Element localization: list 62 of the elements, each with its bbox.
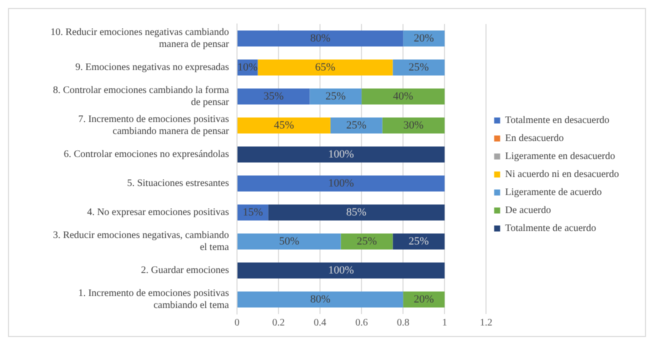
data-label: 30% (403, 119, 424, 132)
data-label: 65% (315, 61, 336, 74)
data-label: 25% (408, 235, 429, 248)
bar (238, 292, 404, 308)
y-tick-label: 8. Controlar emociones cambiando la forma de pensar (52, 85, 230, 108)
x-tick-label: 0 (234, 318, 240, 329)
x-tick-label: 0.2 (272, 318, 285, 329)
y-tick-label: 6. Controlar emociones no expresándolas (64, 149, 230, 160)
data-label: 20% (414, 293, 434, 306)
y-tick-label: 2. Guardar emociones (140, 265, 230, 276)
data-label: 35% (264, 90, 284, 102)
legend-label: Totalmente en desacuerdo (505, 115, 610, 126)
x-tick-label: 0.4 (314, 318, 326, 329)
bar (238, 234, 341, 250)
data-label: 50% (279, 235, 300, 248)
y-tick-label: 9. Emociones negativas no expresadas (75, 62, 230, 74)
legend-label: Ligeramente en desacuerdo (505, 151, 616, 162)
bar (238, 118, 330, 134)
bar (238, 176, 445, 192)
data-label: 100% (328, 264, 354, 276)
y-tick-label: 3. Reducir emociones negativas, cambiando el tema (52, 230, 230, 254)
data-label: 80% (310, 32, 330, 44)
data-label: 25% (356, 235, 377, 248)
bar (362, 88, 445, 104)
data-label: 25% (408, 61, 429, 74)
legend-label: En desacuerdo (505, 133, 564, 144)
data-label: 10% (238, 61, 258, 74)
y-tick-label: 1. Incremento de emociones positivas cambiando el tema (78, 288, 230, 312)
data-label: 100% (328, 148, 354, 160)
x-tick-label: 0.6 (355, 318, 368, 329)
data-label: 100% (328, 177, 354, 190)
data-label: 80% (310, 293, 330, 306)
x-tick-label: 0.8 (396, 318, 410, 329)
y-tick-label: 5. Situaciones estresantes (127, 178, 230, 190)
bar (258, 60, 393, 76)
bar (392, 60, 445, 76)
data-label: 45% (274, 119, 294, 132)
bar (330, 118, 382, 134)
data-label: 25% (346, 119, 366, 132)
y-tick-label: 4. No expresar emociones positivas (87, 207, 230, 218)
x-tick-label: 1.2 (480, 318, 492, 329)
data-label: 20% (414, 32, 434, 44)
data-label: 40% (393, 90, 414, 102)
bar (340, 234, 393, 250)
data-label: 85% (346, 206, 366, 218)
bar (238, 146, 445, 162)
legend-label: Ni acuerdo ni en desacuerdo (505, 169, 620, 180)
y-tick-label: 7. Incremento de emociones positivas cambiando manera de pensar (78, 114, 230, 138)
x-tick-label: 1 (442, 318, 448, 329)
bar (268, 204, 445, 220)
y-tick-label: 10. Reducir emociones negativas cambiando manera de pensar (50, 27, 230, 50)
data-label: 25% (326, 90, 346, 102)
bar (238, 262, 445, 278)
legend-label: Ligeramente de acuerdo (505, 187, 602, 198)
bar (238, 88, 310, 104)
data-label: 15% (242, 206, 263, 218)
bar (392, 234, 445, 250)
bar (238, 30, 404, 46)
legend-label: De acuerdo (505, 205, 551, 216)
bar (382, 118, 445, 134)
legend-label: Totalmente de acuerdo (505, 223, 596, 234)
bar (310, 88, 362, 104)
